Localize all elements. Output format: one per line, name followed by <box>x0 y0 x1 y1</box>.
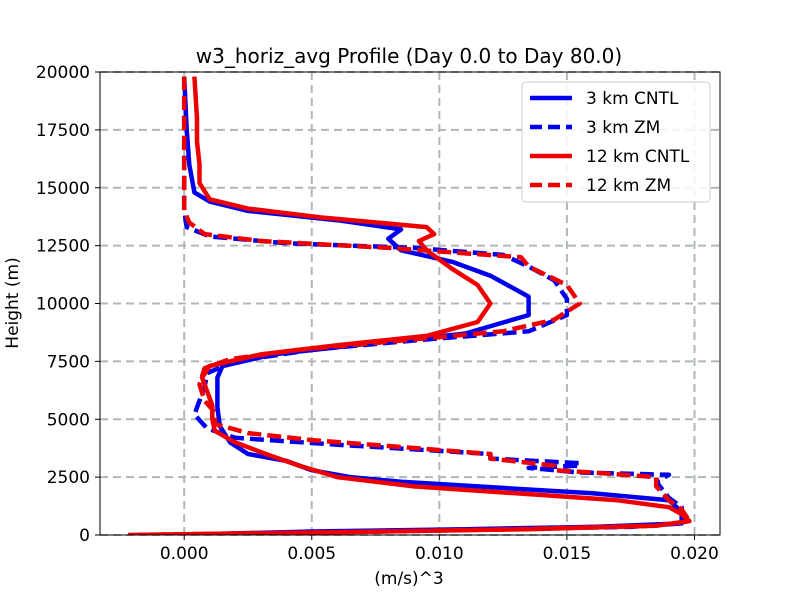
series-line-12-km-cntl <box>128 76 692 535</box>
series-line-3-km-zm <box>181 76 684 535</box>
legend-label: 12 km ZM <box>586 176 671 196</box>
y-tick-label: 5000 <box>47 410 90 430</box>
plot-lines <box>128 76 692 535</box>
legend-label: 3 km ZM <box>586 118 660 138</box>
x-tick-label: 0.005 <box>287 544 336 564</box>
x-axis-label: (m/s)^3 <box>374 569 443 589</box>
series-line-12-km-zm <box>133 76 692 535</box>
y-axis-label: Height (m) <box>3 257 23 348</box>
legend-box <box>521 81 711 203</box>
y-tick-label: 0 <box>79 526 90 546</box>
x-tick-label: 0.000 <box>160 544 209 564</box>
y-tick-label: 17500 <box>36 121 90 141</box>
y-tick-label: 12500 <box>36 237 90 257</box>
legend-label: 3 km CNTL <box>586 89 679 109</box>
y-tick-label: 20000 <box>36 63 90 83</box>
y-tick-label: 2500 <box>47 468 90 488</box>
legend-label: 12 km CNTL <box>586 147 690 167</box>
x-tick-label: 0.020 <box>670 544 719 564</box>
legend: 3 km CNTL 3 km ZM 12 km CNTL 12 km ZM <box>521 81 711 203</box>
x-tick-label: 0.010 <box>415 544 464 564</box>
y-tick-label: 15000 <box>36 179 90 199</box>
x-tick-label: 0.015 <box>543 544 592 564</box>
chart-title: w3_horiz_avg Profile (Day 0.0 to Day 80.… <box>196 44 622 68</box>
y-tick-label: 10000 <box>36 295 90 315</box>
axis-ticks: 0.000 0.005 0.010 0.015 0.020 0 2500 5000 7500 10… <box>36 63 719 564</box>
y-tick-label: 7500 <box>47 352 90 372</box>
